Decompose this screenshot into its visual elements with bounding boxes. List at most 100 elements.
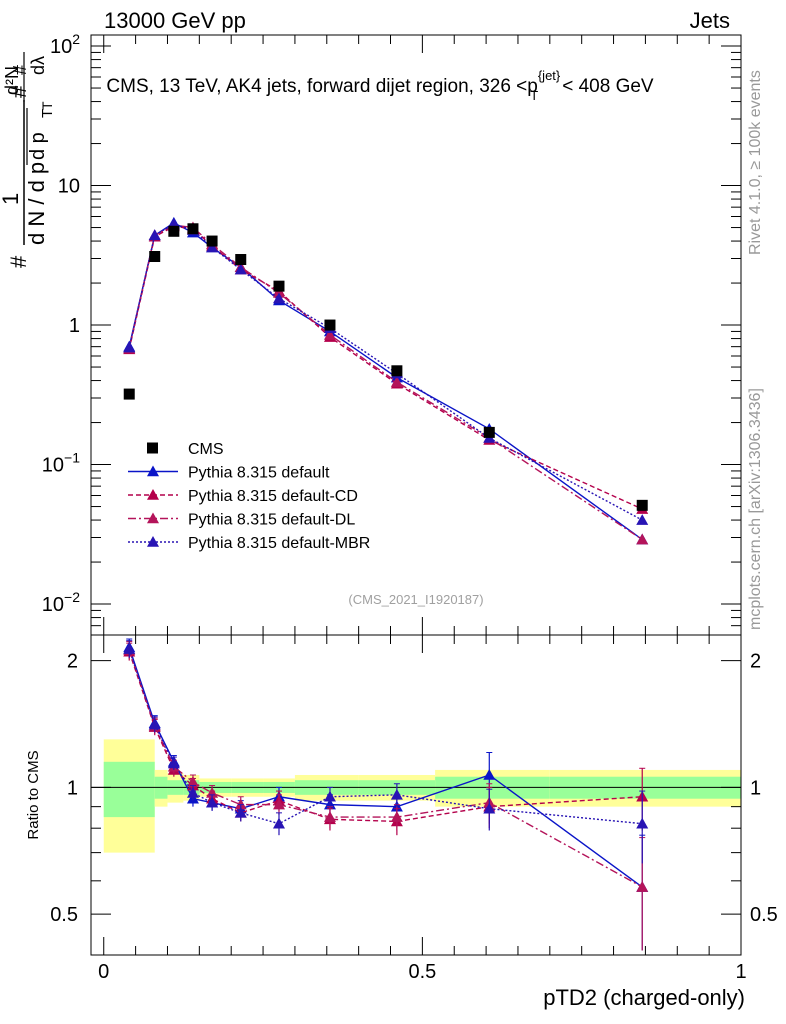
ratio-series xyxy=(123,638,649,951)
ylabel-T1: T xyxy=(39,109,56,118)
ratio-series-marker xyxy=(123,643,136,654)
ylabel-dp: d p xyxy=(27,132,49,160)
data-point xyxy=(324,319,336,331)
ratio-series-marker xyxy=(234,798,247,810)
x-tick-label: 0.5 xyxy=(408,961,436,983)
legend-label: Pythia 8.315 default-MBR xyxy=(188,535,370,552)
ratio-series-marker xyxy=(323,811,336,822)
title-end: < 408 GeV xyxy=(562,76,654,97)
main-ylabel: # 1 d N / d p T # d p T # d²N dλ xyxy=(0,52,56,268)
ratio-frame xyxy=(90,634,742,956)
main-series-marker xyxy=(323,328,336,340)
ratio-ticks: 2 2 1 1 0.5 0.5 0 0.5 1 xyxy=(50,635,778,983)
ratio-series-line xyxy=(128,647,643,888)
ylabel-one: 1 xyxy=(0,193,23,205)
main-series-marker xyxy=(206,241,219,253)
ratio-series-marker xyxy=(148,718,161,730)
tick-base: 10 xyxy=(50,36,72,58)
ratio-series-marker xyxy=(636,817,649,829)
legend-label: Pythia 8.315 default-DL xyxy=(188,512,355,529)
main-title: CMS, 13 TeV, AK4 jets, forward dijet reg… xyxy=(106,68,654,103)
ratio-panel: 2 2 1 1 0.5 0.5 0 0.5 1 Ratio to CMS pTD2 (charg… xyxy=(25,634,778,1010)
main-series-marker xyxy=(234,263,247,275)
tick-exp: 2 xyxy=(72,31,80,47)
main-series-marker xyxy=(272,292,285,304)
data-point xyxy=(123,388,135,400)
legend-marker xyxy=(147,489,159,500)
mcplots-text: mcplots.cern.ch [arXiv:1306.3436] xyxy=(747,388,764,630)
header-left: 13000 GeV pp xyxy=(104,8,246,33)
main-yticks xyxy=(91,35,742,636)
ratio-series-marker xyxy=(390,811,403,822)
ratio-series-marker xyxy=(636,881,649,892)
legend-marker xyxy=(147,536,159,547)
x-axis-label: pTD2 (charged-only) xyxy=(543,985,745,1010)
ylabel-dl: dλ xyxy=(28,56,48,75)
ylabel-dN: d N / d p xyxy=(24,162,49,245)
ratio-series-marker xyxy=(186,775,199,787)
ratio-ytick-label: 0.5 xyxy=(50,904,78,926)
tick-exp: −1 xyxy=(64,450,80,466)
ratio-series-line xyxy=(128,648,643,825)
ylabel-hash1: # xyxy=(6,255,31,268)
legend-marker xyxy=(147,512,159,524)
ratio-series-marker xyxy=(234,806,247,818)
ylabel-T2: T xyxy=(39,101,55,110)
ratio-ytick-label: 2 xyxy=(67,651,78,673)
ratio-ytick-label-right: 0.5 xyxy=(750,904,778,926)
ylabel-hash3: # xyxy=(10,65,30,75)
legend: CMS Pythia 8.315 default Pythia 8.315 defa… xyxy=(128,441,370,552)
main-ytick-label: 10 xyxy=(58,176,80,198)
data-point xyxy=(235,254,247,266)
title-sub: T xyxy=(530,88,538,103)
ratio-ytick-label-right: 1 xyxy=(750,777,761,799)
title-sup: {jet} xyxy=(538,68,561,83)
ratio-series-marker xyxy=(323,790,336,802)
legend-label: CMS xyxy=(188,441,224,458)
x-tick-label: 1 xyxy=(735,961,746,983)
main-series-marker xyxy=(636,514,649,525)
legend-marker xyxy=(147,442,158,454)
main-series xyxy=(123,216,649,545)
main-ytick-label: 102 xyxy=(50,31,80,58)
ratio-ylabel: Ratio to CMS xyxy=(25,750,42,839)
main-series-line xyxy=(128,223,643,521)
main-series-marker xyxy=(148,229,161,241)
legend-marker xyxy=(147,465,159,477)
data-point xyxy=(168,225,180,237)
main-series-marker xyxy=(636,533,649,545)
data-point xyxy=(391,365,403,377)
tick-exp: −2 xyxy=(64,589,80,605)
tick-base: 10 xyxy=(42,594,64,616)
main-series-marker xyxy=(123,341,136,353)
legend-label: Pythia 8.315 default xyxy=(188,465,330,482)
main-series-marker xyxy=(390,376,403,387)
data-point xyxy=(206,235,218,247)
x-tick-label: 0 xyxy=(98,961,109,983)
main-data-points xyxy=(123,223,648,511)
rivet-version-text: Rivet 4.1.0, ≥ 100k events xyxy=(747,70,764,255)
ratio-series-marker xyxy=(186,786,199,798)
ratio-series-marker xyxy=(167,757,180,769)
ratio-band-inner xyxy=(103,761,155,818)
header-right: Jets xyxy=(690,8,730,33)
ratio-series-line xyxy=(128,649,643,888)
ylabel-hash2: # xyxy=(6,85,31,98)
data-point xyxy=(273,280,285,292)
main-series-marker xyxy=(272,286,285,298)
main-ytick-label: 1 xyxy=(69,315,80,337)
ratio-series-marker xyxy=(483,768,496,780)
ratio-series-marker xyxy=(272,798,285,810)
title-main: CMS, 13 TeV, AK4 jets, forward dijet reg… xyxy=(106,76,537,97)
ratio-series-marker xyxy=(483,802,496,814)
ylabel-d2N: d²N xyxy=(2,66,22,95)
ratio-ytick-label-right: 2 xyxy=(750,651,761,673)
ratio-series-marker xyxy=(390,788,403,800)
legend-label: Pythia 8.315 default-CD xyxy=(188,488,358,505)
main-ytick-label: 10−2 xyxy=(42,589,80,616)
tick-base: 10 xyxy=(42,455,64,477)
data-point xyxy=(483,426,495,438)
